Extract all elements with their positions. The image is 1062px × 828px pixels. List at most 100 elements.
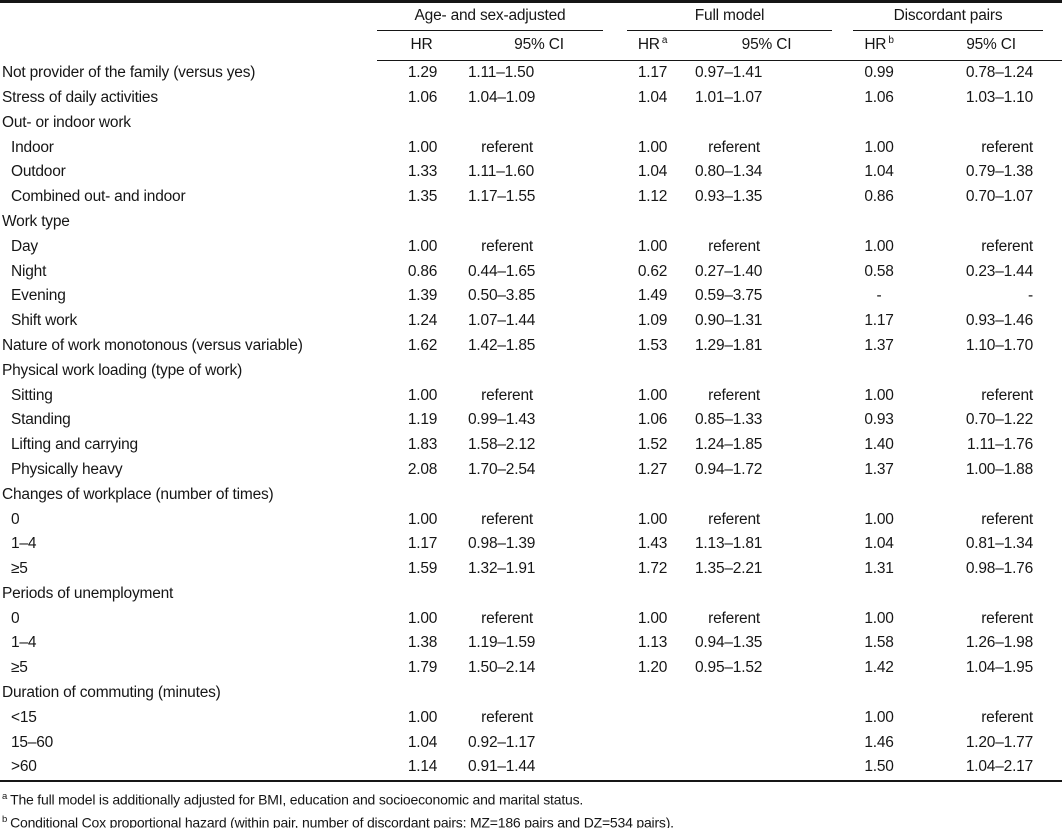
table-row: Outdoor 1.33 1.11–1.60 1.04 0.80–1.34 1.… — [0, 160, 1062, 185]
hr-value: 1.00 — [637, 609, 668, 627]
hr-value: 0.99 — [864, 64, 894, 82]
hr-value: 0.86 — [407, 262, 438, 280]
hr-value: 1.19 — [407, 411, 438, 429]
ci-column-header: 95% CI — [468, 31, 610, 62]
hr-value: 1.04 — [864, 163, 894, 181]
hr-value: 1.14 — [407, 758, 438, 776]
table-row: 0 1.00 referent 1.00 referent 1.00 refer… — [0, 508, 1062, 533]
ci-value: 1.04–2.17 — [965, 758, 1034, 776]
hr-value: 1.00 — [407, 386, 438, 404]
ci-value — [695, 483, 838, 508]
ci-value — [695, 582, 838, 607]
column-group-header-discordant-pairs: Discordant pairs — [838, 2, 1062, 31]
ci-value: 1.11–1.60 — [468, 163, 535, 181]
hr-value: 1.39 — [407, 287, 438, 305]
hr-header-label: HR — [864, 36, 887, 54]
ci-value: 1.35–2.21 — [695, 560, 763, 578]
row-label: Duration of commuting (minutes) — [2, 684, 221, 702]
ci-value: 1.70–2.54 — [468, 460, 536, 478]
row-label: Physical work loading (type of work) — [2, 361, 243, 379]
hr-value — [377, 359, 468, 384]
row-label: Evening — [11, 287, 66, 305]
hr-value: 0.58 — [864, 262, 894, 280]
ci-value: referent — [481, 708, 533, 726]
table-row: Day 1.00 referent 1.00 referent 1.00 ref… — [0, 235, 1062, 260]
ci-value: 0.98–1.76 — [965, 560, 1034, 578]
hr-value: 1.59 — [407, 560, 438, 578]
column-subheader-row: HR 95% CI HR a 95% CI HR b 95% CI — [0, 31, 1062, 62]
ci-value — [920, 111, 1062, 136]
ci-value: 1.00–1.88 — [965, 460, 1034, 478]
hr-header-label: HR — [637, 36, 660, 54]
hr-value — [838, 359, 920, 384]
ci-value — [695, 111, 838, 136]
ci-value: referent — [481, 609, 533, 627]
column-group-title: Age- and sex-adjusted — [377, 7, 603, 31]
ci-value: referent — [981, 237, 1034, 255]
ci-value: 1.01–1.07 — [695, 88, 763, 106]
row-label: Combined out- and indoor — [11, 188, 186, 206]
ci-value: 1.03–1.10 — [965, 88, 1034, 106]
hr-value: 1.72 — [637, 560, 668, 578]
ci-value: referent — [708, 386, 760, 404]
row-label: Standing — [11, 411, 71, 429]
footnote-b: b Conditional Cox proportional hazard (wi… — [2, 810, 1062, 828]
hr-value: 1.00 — [864, 708, 894, 726]
hr-value: 1.00 — [407, 510, 438, 528]
ci-value: 0.95–1.52 — [695, 659, 763, 677]
hr-value — [377, 681, 468, 706]
row-label: Stress of daily activities — [2, 88, 158, 106]
ci-value: referent — [481, 510, 533, 528]
ci-value: 0.91–1.44 — [468, 758, 536, 776]
table-row: Physical work loading (type of work) — [0, 359, 1062, 384]
row-label: Indoor — [11, 138, 54, 156]
hr-value: 1.62 — [407, 336, 438, 354]
hr-value: 1.00 — [407, 237, 438, 255]
footnote-b-text: Conditional Cox proportional hazard (wit… — [10, 814, 674, 828]
ci-value: referent — [981, 386, 1034, 404]
ci-column-header: 95% CI — [920, 31, 1062, 62]
hr-value — [377, 582, 468, 607]
hr-value: 1.52 — [637, 436, 668, 454]
table-row: Sitting 1.00 referent 1.00 referent 1.00… — [0, 384, 1062, 409]
row-label: <15 — [11, 708, 37, 726]
ci-value: 0.97–1.41 — [695, 64, 763, 82]
hr-value: 1.13 — [637, 634, 668, 652]
ci-value: 0.27–1.40 — [695, 262, 763, 280]
ci-value: 1.26–1.98 — [965, 634, 1034, 652]
hr-value — [838, 483, 920, 508]
table-row: Periods of unemployment — [0, 582, 1062, 607]
hr-header-superscript: a — [661, 35, 668, 46]
ci-value: referent — [481, 237, 533, 255]
column-group-title: Discordant pairs — [853, 7, 1044, 31]
table-body: Not provider of the family (versus yes) … — [0, 61, 1062, 782]
table-row: Standing 1.19 0.99–1.43 1.06 0.85–1.33 0… — [0, 408, 1062, 433]
ci-value — [920, 210, 1062, 235]
table-row: <15 1.00 referent 1.00 referent — [0, 706, 1062, 731]
hr-value: 1.38 — [407, 634, 438, 652]
hr-value: 1.00 — [637, 386, 668, 404]
hr-value: 1.37 — [864, 460, 894, 478]
hr-value: 1.49 — [637, 287, 668, 305]
row-label: >60 — [11, 758, 37, 776]
hr-value: 1.17 — [864, 312, 894, 330]
ci-value — [468, 210, 610, 235]
row-label: 1–4 — [11, 535, 37, 553]
ci-value: 1.11–1.50 — [468, 64, 535, 82]
ci-value — [468, 111, 610, 136]
hr-value — [610, 210, 695, 235]
hr-value: 1.29 — [407, 64, 438, 82]
table-row: ≥5 1.79 1.50–2.14 1.20 0.95–1.52 1.42 1.… — [0, 656, 1062, 681]
footnote-a-marker: a — [2, 791, 8, 803]
hr-value — [610, 359, 695, 384]
ci-value — [695, 359, 838, 384]
ci-value: referent — [981, 138, 1034, 156]
hr-value: 2.08 — [407, 460, 438, 478]
ci-value: referent — [981, 708, 1034, 726]
hr-value: 1.33 — [407, 163, 438, 181]
ci-value: 0.93–1.35 — [695, 188, 763, 206]
hr-value — [610, 706, 695, 731]
table-row: Stress of daily activities 1.06 1.04–1.0… — [0, 86, 1062, 111]
ci-value: 0.94–1.35 — [695, 634, 763, 652]
